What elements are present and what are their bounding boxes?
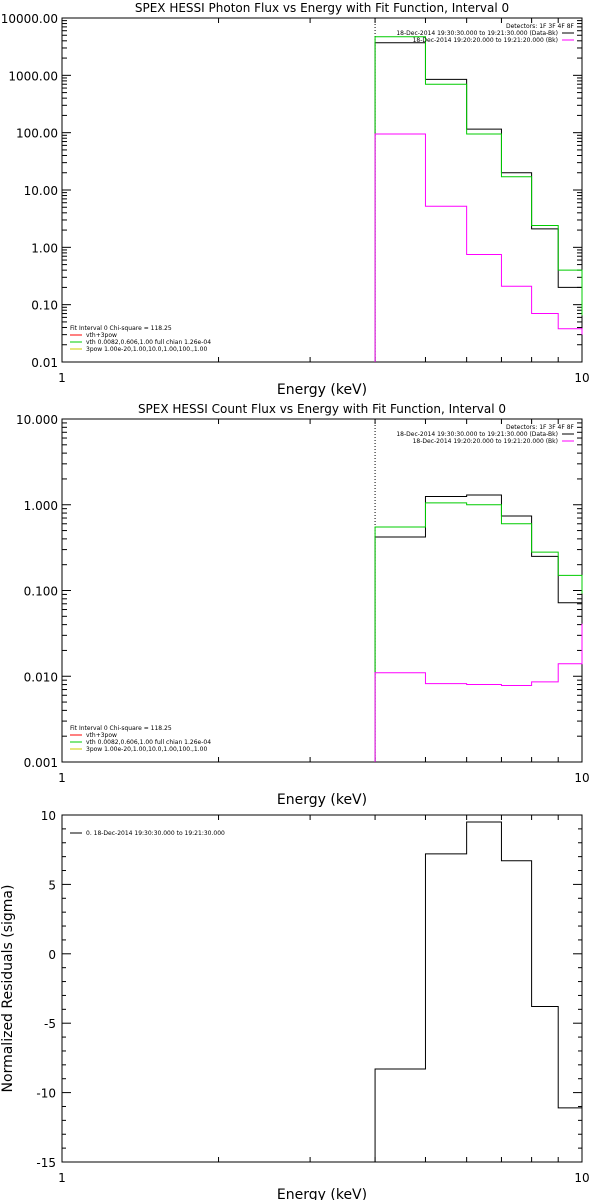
y-tick-label: 0.001	[24, 756, 58, 770]
legend-header: Fit Interval 0 Chi-square = 118.25	[70, 325, 172, 332]
legend-label: vth+3pow	[86, 332, 117, 339]
legend-label: 3pow 1.00e-20,1.00,10.0,1.00,100.,1.00	[86, 746, 207, 753]
series-1-line	[374, 494, 583, 762]
x-tick-label: 1	[58, 1171, 66, 1185]
y-tick-label: 0.010	[24, 670, 58, 684]
x-tick-label: 10	[574, 771, 589, 785]
y-tick-label: 1.00	[31, 241, 58, 255]
legend-label: vth 0.0082,0.606,1.00 full chian 1.26e-0…	[86, 739, 211, 746]
y-tick-label: -10	[36, 1087, 56, 1101]
plot-frame	[61, 418, 583, 763]
legend-label: vth+3pow	[86, 732, 117, 739]
y-tick-label: 1.000	[24, 499, 58, 513]
legend-label: 18-Dec-2014 19:30:30.000 to 19:21:30.000…	[396, 431, 558, 438]
series-1-line	[374, 42, 583, 362]
x-axis-label: Energy (keV)	[277, 1187, 367, 1200]
legend-label: 0. 18-Dec-2014 19:30:30.000 to 19:21:30.…	[86, 830, 225, 837]
chart-title: SPEX HESSI Count Flux vs Energy with Fit…	[138, 402, 506, 416]
series-3-line	[374, 133, 583, 362]
legend-header: Detectors: 1F 3F 4F 8F	[506, 23, 575, 30]
legend-label: 18-Dec-2014 19:20:20.000 to 19:21:20.000…	[413, 438, 558, 445]
x-tick-label: 1	[58, 771, 66, 785]
y-tick-label: 10	[41, 809, 56, 823]
chart-panel-1: SPEX HESSI Photon Flux vs Energy with Fi…	[1, 1, 590, 398]
legend-header: Fit Interval 0 Chi-square = 118.25	[70, 725, 172, 732]
y-tick-label: 10000.00	[1, 12, 58, 26]
y-axis-label: Normalized Residuals (sigma)	[0, 885, 16, 1093]
x-tick-label: 10	[574, 1171, 589, 1185]
series-3-line	[374, 623, 583, 762]
y-tick-label: 10.000	[16, 413, 58, 427]
chart-panel-3: 1 10 Energy (keV) -15 -10 -5 0 5 10 Normalized Re…	[0, 809, 590, 1200]
legend-label: vth 0.0082,0.606,1.00 full chian 1.26e-0…	[86, 339, 211, 346]
legend-label: 18-Dec-2014 19:30:30.000 to 19:21:30.000…	[396, 30, 558, 37]
x-tick-label: 1	[58, 371, 66, 385]
y-tick-label: 1000.00	[8, 69, 58, 83]
series-2-line	[374, 36, 583, 362]
legend-header: Detectors: 1F 3F 4F 8F	[506, 424, 575, 431]
y-tick-label: 0.01	[31, 356, 58, 370]
legend-label: 3pow 1.00e-20,1.00,10.0,1.00,100.,1.00	[86, 346, 207, 353]
plot-frame	[61, 814, 583, 1163]
y-tick-label: 0.10	[31, 299, 58, 313]
y-tick-label: 5	[48, 878, 56, 892]
y-tick-label: -15	[36, 1156, 56, 1170]
series-2-line	[374, 502, 583, 762]
series-1-line	[374, 821, 583, 1162]
y-tick-label: 100.00	[16, 127, 58, 141]
y-tick-label: 10.00	[24, 184, 58, 198]
plot-frame	[61, 17, 583, 363]
y-tick-label: -5	[44, 1017, 56, 1031]
y-tick-label: 0.100	[24, 585, 58, 599]
x-axis-label: Energy (keV)	[277, 792, 367, 808]
y-tick-label: 0	[48, 948, 56, 962]
x-axis-label: Energy (keV)	[277, 382, 367, 398]
chart-title: SPEX HESSI Photon Flux vs Energy with Fi…	[135, 1, 509, 15]
legend-label: 18-Dec-2014 19:20:20.000 to 19:21:20.000…	[413, 37, 558, 44]
x-tick-label: 10	[574, 371, 589, 385]
chart-panel-2: SPEX HESSI Count Flux vs Energy with Fit…	[16, 402, 590, 808]
